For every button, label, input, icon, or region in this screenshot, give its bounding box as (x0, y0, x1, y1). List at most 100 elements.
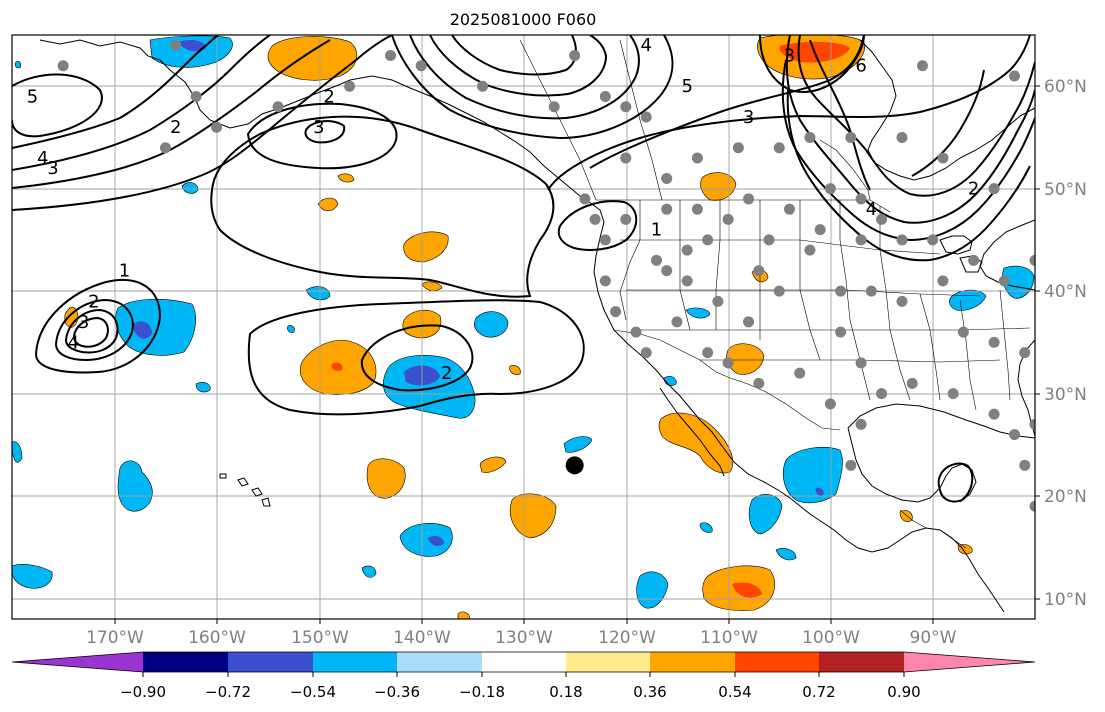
contour-label: 1 (651, 220, 662, 241)
station-dot (794, 367, 806, 379)
colorbar-tick-label: 0.90 (887, 683, 920, 701)
station-dot (763, 234, 775, 246)
colorbar-segment (482, 652, 566, 672)
lat-tick-label: 40°N (1044, 282, 1087, 302)
station-dot (968, 254, 980, 266)
station-dot (876, 388, 888, 400)
lon-tick-label: 160°W (188, 628, 246, 648)
station-dot (640, 111, 652, 123)
station-dot (845, 131, 857, 143)
contour-label: 3 (743, 107, 754, 128)
colorbar-segment (397, 652, 482, 672)
station-dot (814, 224, 826, 236)
station-dot (916, 60, 928, 72)
station-dot (773, 285, 785, 297)
colorbar-tick-label: −0.18 (459, 683, 505, 701)
contour-lines (12, 35, 1035, 503)
contour-label: 4 (37, 148, 48, 169)
station-dot (661, 172, 673, 184)
station-dot (732, 142, 744, 154)
station-dot (1019, 459, 1031, 471)
colorbar-tick-label: −0.54 (290, 683, 336, 701)
lon-tick-label: 130°W (495, 628, 553, 648)
lon-tick-label: 120°W (598, 628, 656, 648)
station-dot (1009, 70, 1021, 82)
station-dot (620, 101, 632, 113)
station-dot (865, 285, 877, 297)
station-dot (211, 121, 223, 133)
station-dot (998, 275, 1010, 287)
contour-label: 2 (441, 363, 452, 384)
colorbar-tick-label: 0.36 (633, 683, 666, 701)
station-dot (661, 265, 673, 277)
station-dot (824, 398, 836, 410)
lon-tick-label: 110°W (700, 628, 758, 648)
station-dot (477, 80, 489, 92)
lon-tick-label: 170°W (86, 628, 144, 648)
contour-label: 5 (681, 76, 692, 97)
map-title: 2025081000 F060 (449, 10, 597, 29)
station-dot (569, 49, 581, 61)
station-dot (743, 316, 755, 328)
station-dot (722, 213, 734, 225)
lon-tick-label: 150°W (291, 628, 349, 648)
contour-label: 3 (47, 158, 58, 179)
colorbar-extend-low (12, 652, 143, 672)
station-dot (599, 275, 611, 287)
station-dot (835, 326, 847, 338)
station-dot (681, 244, 693, 256)
station-dot (1019, 347, 1031, 359)
station-dot (753, 377, 765, 389)
station-dot (620, 213, 632, 225)
colorbar-tick-label: −0.72 (205, 683, 251, 701)
axis-ticks (114, 85, 1040, 624)
station-dot (610, 306, 622, 318)
contour-label: 2 (323, 86, 334, 107)
station-dot (681, 275, 693, 287)
station-dot (599, 234, 611, 246)
station-dot (957, 326, 969, 338)
observation-stations (57, 39, 1035, 512)
station-dot (589, 213, 601, 225)
colorbar-segment (819, 652, 904, 672)
station-dot (1029, 500, 1035, 512)
storm-center-marker (565, 456, 584, 475)
contour-label: 2 (170, 117, 181, 138)
station-dot (804, 131, 816, 143)
station-dot (702, 234, 714, 246)
colorbar-segment (566, 652, 650, 672)
lon-tick-label: 90°W (910, 628, 957, 648)
station-dot (988, 183, 1000, 195)
colorbar: −0.90 −0.72 −0.54 −0.36 −0.18 0.18 0.36 … (11, 651, 1036, 701)
contour-label: 3 (784, 45, 795, 66)
contour-label: 4 (641, 35, 652, 56)
station-dot (937, 152, 949, 164)
colorbar-segment (143, 652, 228, 672)
station-dot (650, 254, 662, 266)
contour-label: 4 (866, 199, 877, 220)
station-dot (855, 193, 867, 205)
station-dot (753, 265, 765, 277)
station-dot (937, 275, 949, 287)
station-dot (896, 295, 908, 307)
station-dot (620, 152, 632, 164)
colorbar-segment (228, 652, 313, 672)
station-dot (599, 90, 611, 102)
station-dot (671, 316, 683, 328)
station-dot (630, 326, 642, 338)
station-dot (1029, 418, 1035, 430)
station-dot (548, 101, 560, 113)
station-dot (876, 213, 888, 225)
station-dot (947, 388, 959, 400)
station-dot (845, 459, 857, 471)
station-dot (835, 285, 847, 297)
station-dot (896, 234, 908, 246)
colorbar-tick-label: −0.90 (120, 683, 166, 701)
station-dot (640, 347, 652, 359)
station-dot (804, 244, 816, 256)
contour-label: 1 (119, 261, 130, 282)
colorbar-tick-label: 0.72 (802, 683, 835, 701)
station-dot (702, 347, 714, 359)
